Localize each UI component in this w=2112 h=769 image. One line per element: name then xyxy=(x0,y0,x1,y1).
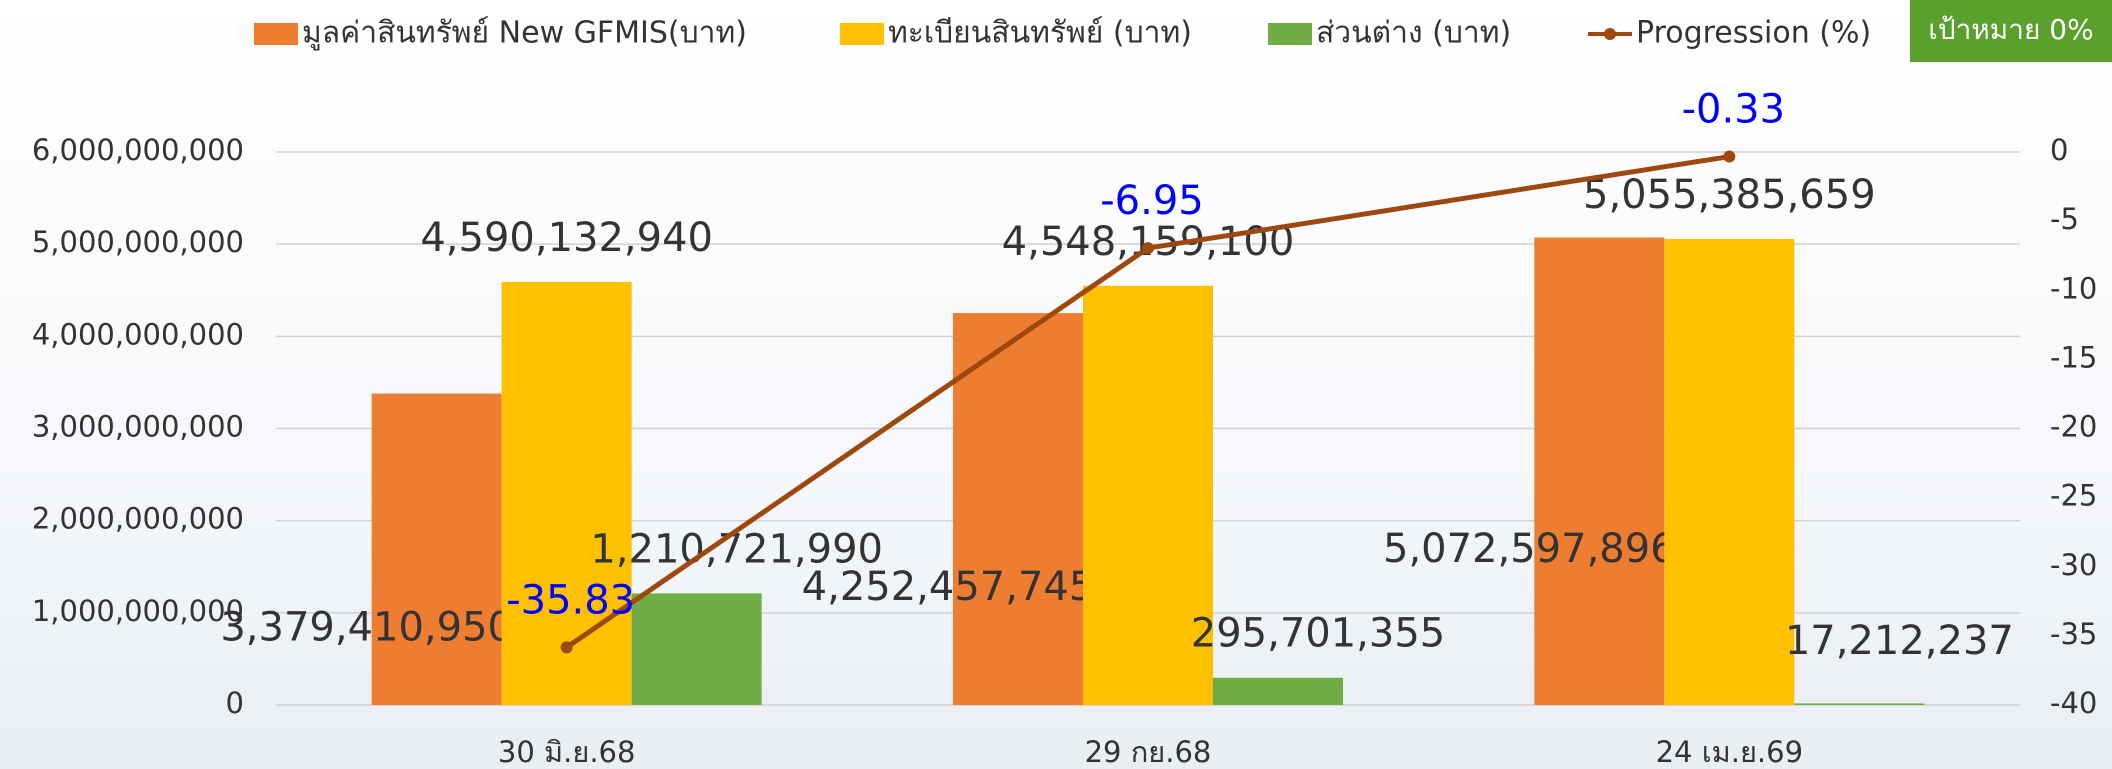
x-tick-label: 30 มิ.ย.68 xyxy=(498,735,636,769)
data-label: 17,212,237 xyxy=(1785,618,2014,664)
y-tick-label: 6,000,000,000 xyxy=(32,133,244,167)
y2-tick-label: -25 xyxy=(2050,479,2097,513)
line-label: -35.83 xyxy=(506,577,635,623)
line-point xyxy=(1723,151,1735,163)
x-tick-label: 24 เม.ย.69 xyxy=(1656,735,1803,769)
bar xyxy=(1213,678,1343,705)
bar xyxy=(953,313,1083,705)
y-tick-label: 0 xyxy=(226,686,244,720)
x-tick-label: 29 กย.68 xyxy=(1085,735,1212,769)
legend-marker xyxy=(1604,28,1616,40)
legend-label: ส่วนต่าง (บาท) xyxy=(1316,16,1511,51)
bar xyxy=(1534,237,1664,705)
legend-label: ทะเบียนสินทรัพย์ (บาท) xyxy=(888,16,1192,51)
y2-tick-label: -5 xyxy=(2050,202,2079,236)
legend-swatch xyxy=(840,23,884,45)
data-label: 295,701,355 xyxy=(1191,611,1445,657)
legend-label: มูลค่าสินทรัพย์ New GFMIS(บาท) xyxy=(302,16,747,51)
y-tick-label: 1,000,000,000 xyxy=(32,594,244,628)
y2-tick-label: -15 xyxy=(2050,340,2097,374)
data-label: 4,590,132,940 xyxy=(420,215,713,261)
line-point xyxy=(561,641,573,653)
bar xyxy=(1664,239,1794,705)
y-tick-label: 3,000,000,000 xyxy=(32,410,244,444)
y-tick-label: 5,000,000,000 xyxy=(32,225,244,259)
legend-swatch xyxy=(254,23,298,45)
line-point xyxy=(1142,242,1154,254)
line-label: -6.95 xyxy=(1100,178,1204,224)
legend-swatch xyxy=(1268,23,1312,45)
data-label: 3,379,410,950 xyxy=(220,604,513,650)
target-annotation: เป้าหมาย 0% xyxy=(1928,13,2093,46)
bar xyxy=(372,394,502,705)
y2-tick-label: 0 xyxy=(2050,133,2068,167)
chart: เป้าหมาย 0% 0 1,000,000,000 2,000,000,000 3… xyxy=(0,0,2112,769)
y2-tick-label: -35 xyxy=(2050,617,2097,651)
y2-tick-label: -20 xyxy=(2050,410,2097,444)
y2-tick-label: -30 xyxy=(2050,548,2097,582)
y2-tick-label: -40 xyxy=(2050,686,2097,720)
data-label: 4,548,159,100 xyxy=(1002,219,1295,265)
data-label: 5,055,385,659 xyxy=(1583,172,1876,218)
y-tick-label: 2,000,000,000 xyxy=(32,502,244,536)
legend-label: Progression (%) xyxy=(1636,16,1871,51)
data-label: 5,072,597,896 xyxy=(1383,526,1676,572)
bar xyxy=(1794,703,1924,705)
bar xyxy=(632,593,762,705)
y-tick-label: 4,000,000,000 xyxy=(32,317,244,351)
line-label: -0.33 xyxy=(1682,87,1786,133)
y2-tick-label: -10 xyxy=(2050,271,2097,305)
